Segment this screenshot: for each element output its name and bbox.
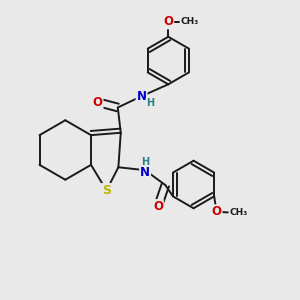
Text: N: N — [136, 90, 147, 103]
Text: CH₃: CH₃ — [229, 208, 247, 217]
Text: O: O — [212, 205, 221, 218]
Text: CH₃: CH₃ — [180, 17, 198, 26]
Text: H: H — [146, 98, 154, 108]
Text: O: O — [93, 96, 103, 109]
Text: N: N — [140, 166, 150, 179]
Text: H: H — [141, 158, 149, 167]
Text: O: O — [153, 200, 163, 213]
Text: O: O — [163, 15, 173, 28]
Text: S: S — [102, 184, 111, 197]
